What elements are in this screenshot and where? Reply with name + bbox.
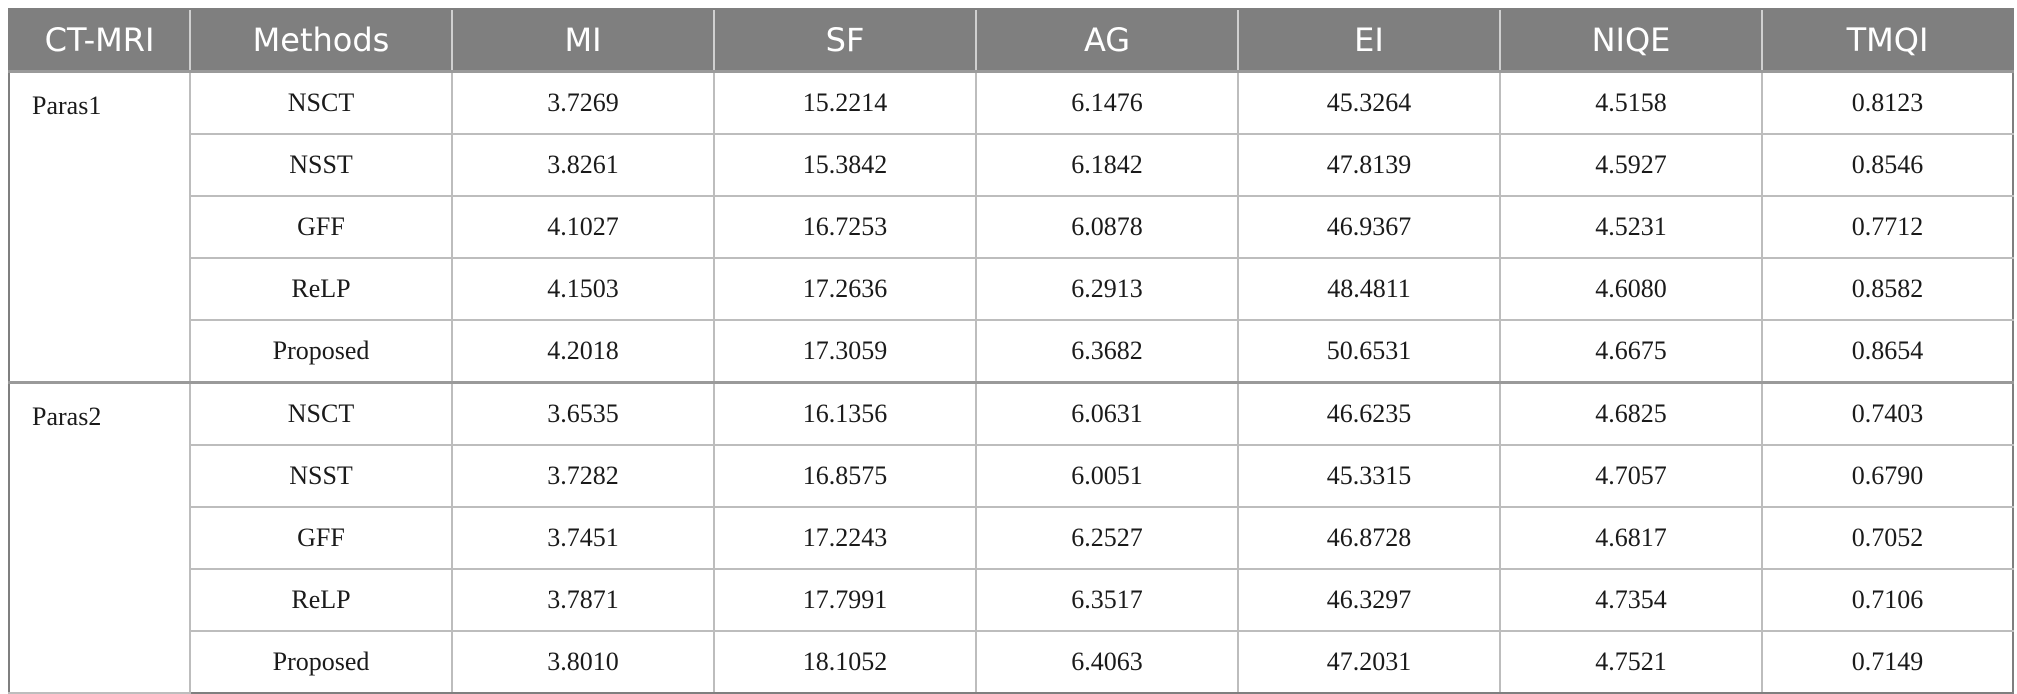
cell-method: NSCT xyxy=(189,381,453,446)
cell-sf: 16.8575 xyxy=(713,444,977,508)
cell-niqe: 4.6825 xyxy=(1499,381,1763,446)
group-label-cell: Paras1 xyxy=(8,70,191,384)
table-row: ReLP 3.7871 17.7991 6.3517 46.3297 4.7354 0.71… xyxy=(9,568,2014,632)
cell-niqe: 4.7057 xyxy=(1499,444,1763,508)
cell-ag: 6.1476 xyxy=(975,70,1239,135)
header-sf: SF xyxy=(713,8,976,73)
cell-ag: 6.0631 xyxy=(975,381,1239,446)
cell-ei: 45.3315 xyxy=(1237,444,1501,508)
cell-tmqi: 0.8654 xyxy=(1761,319,2014,384)
table-row: ReLP 4.1503 17.2636 6.2913 48.4811 4.6080 0.85… xyxy=(9,257,2014,321)
cell-ei: 46.9367 xyxy=(1237,195,1501,259)
cell-sf: 17.2636 xyxy=(713,257,977,321)
table-row: Paras1 NSCT 3.7269 15.2214 6.1476 45.3264 4.51… xyxy=(8,70,2014,384)
cell-ei: 50.6531 xyxy=(1237,319,1501,384)
cell-ei: 47.2031 xyxy=(1237,630,1501,694)
cell-ag: 6.3517 xyxy=(975,568,1239,632)
results-table: CT-MRI Methods MI SF AG EI NIQE TMQI Par… xyxy=(8,8,2014,694)
cell-niqe: 4.5231 xyxy=(1499,195,1763,259)
cell-ei: 45.3264 xyxy=(1237,70,1501,135)
cell-mi: 3.7269 xyxy=(451,70,715,135)
cell-tmqi: 0.7106 xyxy=(1761,568,2014,632)
cell-mi: 3.6535 xyxy=(451,381,715,446)
cell-ag: 6.4063 xyxy=(975,630,1239,694)
cell-tmqi: 0.7403 xyxy=(1761,381,2014,446)
cell-ei: 46.3297 xyxy=(1237,568,1501,632)
cell-sf: 17.7991 xyxy=(713,568,977,632)
cell-method: ReLP xyxy=(189,257,453,321)
cell-sf: 16.7253 xyxy=(713,195,977,259)
cell-mi: 4.2018 xyxy=(451,319,715,384)
cell-niqe: 4.7354 xyxy=(1499,568,1763,632)
cell-sf: 17.2243 xyxy=(713,506,977,570)
cell-method: GFF xyxy=(189,195,453,259)
cell-method: ReLP xyxy=(189,568,453,632)
table-row: Proposed 4.2018 17.3059 6.3682 50.6531 4.6675… xyxy=(9,319,2014,384)
header-mi: MI xyxy=(451,8,714,73)
cell-sf: 18.1052 xyxy=(713,630,977,694)
header-tmqi: TMQI xyxy=(1761,8,2014,73)
table-header: CT-MRI Methods MI SF AG EI NIQE TMQI xyxy=(8,8,2014,73)
cell-niqe: 4.6080 xyxy=(1499,257,1763,321)
cell-method: NSST xyxy=(189,133,453,197)
cell-ei: 47.8139 xyxy=(1237,133,1501,197)
cell-sf: 16.1356 xyxy=(713,381,977,446)
group-label-cell: Paras2 xyxy=(8,381,191,694)
cell-mi: 3.8010 xyxy=(451,630,715,694)
cell-niqe: 4.5158 xyxy=(1499,70,1763,135)
cell-mi: 4.1027 xyxy=(451,195,715,259)
cell-ag: 6.3682 xyxy=(975,319,1239,384)
cell-niqe: 4.6817 xyxy=(1499,506,1763,570)
header-niqe: NIQE xyxy=(1499,8,1762,73)
table-row: NSST 3.7282 16.8575 6.0051 45.3315 4.7057 0.67… xyxy=(9,444,2014,508)
cell-ag: 6.0051 xyxy=(975,444,1239,508)
table-row: Paras2 NSCT 3.6535 16.1356 6.0631 46.6235 4.68… xyxy=(8,381,2014,694)
cell-tmqi: 0.8546 xyxy=(1761,133,2014,197)
cell-sf: 15.3842 xyxy=(713,133,977,197)
header-ag: AG xyxy=(975,8,1238,73)
cell-method: GFF xyxy=(189,506,453,570)
table-row: GFF 4.1027 16.7253 6.0878 46.9367 4.5231 0.771… xyxy=(9,195,2014,259)
header-row: CT-MRI Methods MI SF AG EI NIQE TMQI xyxy=(8,8,2014,73)
cell-tmqi: 0.7712 xyxy=(1761,195,2014,259)
cell-tmqi: 0.6790 xyxy=(1761,444,2014,508)
cell-sf: 17.3059 xyxy=(713,319,977,384)
table-row: Proposed 3.8010 18.1052 6.4063 47.2031 4.7521… xyxy=(9,630,2014,694)
cell-tmqi: 0.7149 xyxy=(1761,630,2014,694)
table-row: NSST 3.8261 15.3842 6.1842 47.8139 4.5927 0.85… xyxy=(9,133,2014,197)
cell-mi: 4.1503 xyxy=(451,257,715,321)
cell-niqe: 4.7521 xyxy=(1499,630,1763,694)
cell-ei: 48.4811 xyxy=(1237,257,1501,321)
cell-tmqi: 0.7052 xyxy=(1761,506,2014,570)
cell-mi: 3.7282 xyxy=(451,444,715,508)
header-ct-mri: CT-MRI xyxy=(8,8,190,73)
cell-ei: 46.8728 xyxy=(1237,506,1501,570)
cell-niqe: 4.6675 xyxy=(1499,319,1763,384)
cell-method: Proposed xyxy=(189,319,453,384)
cell-method: NSCT xyxy=(189,70,453,135)
cell-ag: 6.1842 xyxy=(975,133,1239,197)
cell-mi: 3.8261 xyxy=(451,133,715,197)
header-ei: EI xyxy=(1237,8,1500,73)
cell-method: Proposed xyxy=(189,630,453,694)
cell-tmqi: 0.8123 xyxy=(1761,70,2014,135)
cell-mi: 3.7871 xyxy=(451,568,715,632)
cell-niqe: 4.5927 xyxy=(1499,133,1763,197)
cell-tmqi: 0.8582 xyxy=(1761,257,2014,321)
cell-ag: 6.0878 xyxy=(975,195,1239,259)
cell-ag: 6.2913 xyxy=(975,257,1239,321)
header-methods: Methods xyxy=(189,8,452,73)
table-row: GFF 3.7451 17.2243 6.2527 46.8728 4.6817 0.705… xyxy=(9,506,2014,570)
table-body: Paras1 NSCT 3.7269 15.2214 6.1476 45.3264 4.51… xyxy=(8,70,2014,694)
cell-sf: 15.2214 xyxy=(713,70,977,135)
cell-ag: 6.2527 xyxy=(975,506,1239,570)
cell-method: NSST xyxy=(189,444,453,508)
cell-ei: 46.6235 xyxy=(1237,381,1501,446)
cell-mi: 3.7451 xyxy=(451,506,715,570)
